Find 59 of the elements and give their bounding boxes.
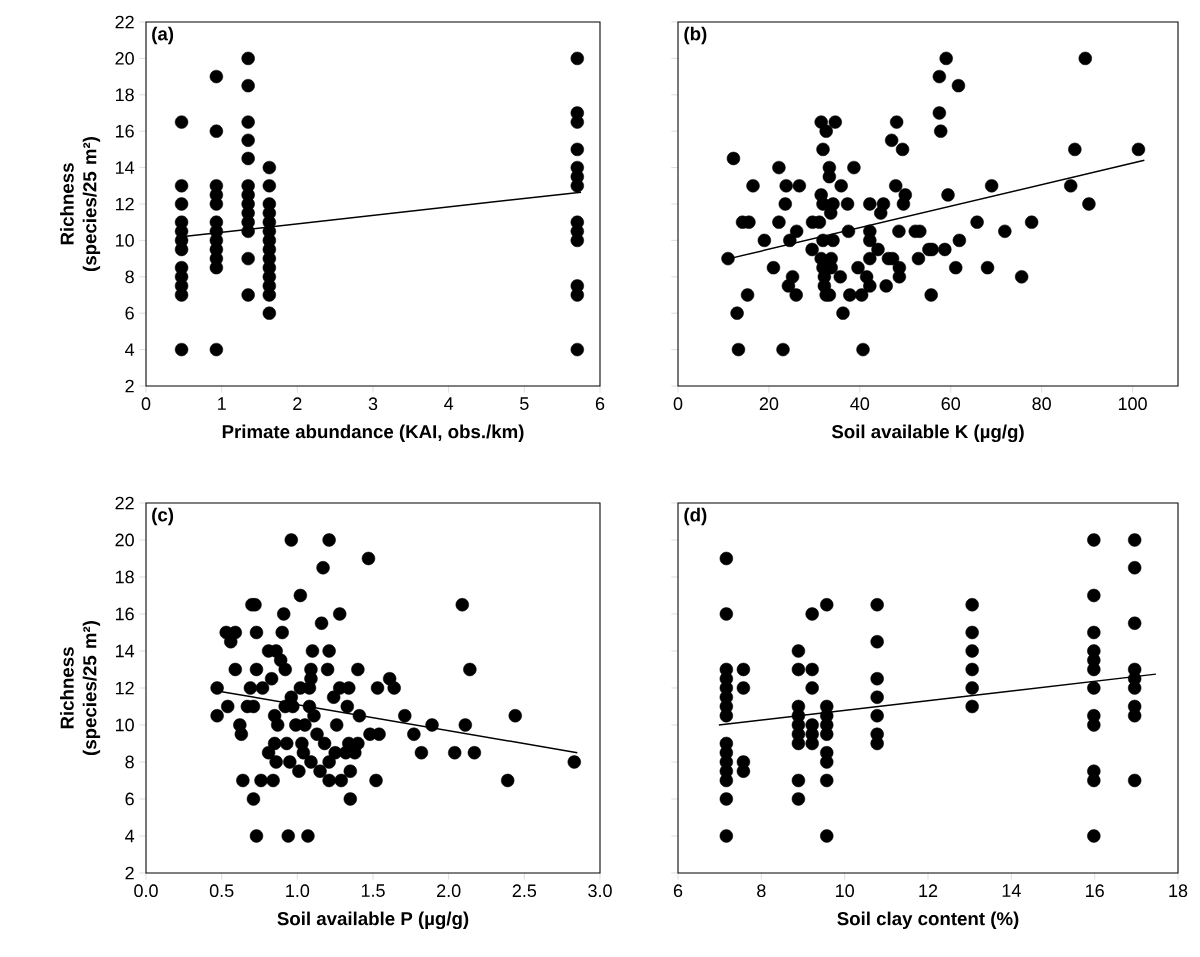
y-tick-label: 8 [125, 270, 134, 284]
y-tick-label: 22 [115, 496, 134, 510]
x-axis-title: Soil clay content (%) [837, 911, 1019, 929]
x-tick-label: 3 [368, 397, 378, 411]
x-tick-label: 100 [1118, 397, 1147, 411]
x-tick-label: 2.0 [437, 884, 461, 898]
x-tick-label: 60 [941, 397, 961, 411]
x-tick-label: 1.0 [286, 884, 310, 898]
x-axis-title: Primate abundance (KAI, obs./km) [222, 424, 524, 442]
annotation: (d) [684, 507, 707, 526]
y-tick-label: 2 [125, 379, 134, 393]
annotation: (b) [684, 26, 707, 45]
x-tick-label: 10 [836, 884, 854, 898]
annotation: (c) [152, 507, 174, 526]
x-axis-title: Soil available K (µg/g) [831, 424, 1024, 443]
x-tick-label: 0.0 [134, 884, 158, 898]
x-axis-title: Soil available P (µg/g) [277, 911, 469, 930]
x-tick-label: 4 [444, 397, 454, 410]
x-tick-label: 16 [1086, 884, 1104, 898]
y-tick-label: 18 [115, 88, 134, 102]
annotation: (a) [152, 26, 174, 45]
y-tick-label: 8 [125, 755, 134, 769]
x-tick-label: 1 [218, 397, 226, 410]
y-tick-label: 2 [125, 866, 134, 880]
y-tick-label: 14 [115, 644, 135, 658]
y-tick-label: 4 [125, 829, 135, 843]
y-tick-label: 10 [115, 718, 134, 732]
y-tick-label: 4 [125, 343, 135, 356]
x-tick-label: 0.5 [209, 884, 234, 898]
y-tick-label: 18 [115, 570, 134, 584]
x-tick-label: 2.5 [512, 884, 537, 898]
x-tick-label: 2 [293, 397, 302, 410]
x-tick-label: 18 [1169, 884, 1188, 898]
x-tick-label: 14 [1002, 884, 1021, 897]
y-tick-label: 12 [115, 681, 134, 695]
x-tick-label: 8 [757, 884, 766, 898]
y-tick-label: 12 [115, 197, 134, 211]
y-tick-label: 14 [115, 161, 135, 174]
y-tick-label: 6 [125, 306, 134, 320]
y-tick-label: 20 [115, 52, 134, 65]
x-tick-label: 3.0 [588, 884, 612, 898]
x-tick-label: 20 [759, 397, 779, 411]
y-axis-title: Richness (species/25 m²) [60, 136, 101, 272]
y-tick-label: 20 [115, 533, 134, 547]
x-tick-label: 6 [595, 397, 605, 411]
x-tick-label: 40 [850, 397, 870, 411]
y-tick-label: 16 [115, 124, 134, 138]
y-tick-label: 6 [125, 792, 134, 806]
x-tick-label: 0 [673, 397, 683, 411]
y-tick-label: 16 [115, 607, 134, 621]
x-tick-label: 0 [141, 397, 151, 411]
x-tick-label: 6 [673, 884, 683, 898]
x-tick-label: 12 [919, 884, 938, 897]
x-tick-label: 5 [520, 397, 529, 410]
y-tick-label: 22 [115, 15, 134, 29]
y-tick-label: 10 [115, 234, 134, 247]
y-axis-title: Richness (species/25 m²) [60, 620, 101, 756]
x-tick-label: 80 [1032, 397, 1051, 411]
x-tick-label: 1.5 [361, 884, 385, 897]
